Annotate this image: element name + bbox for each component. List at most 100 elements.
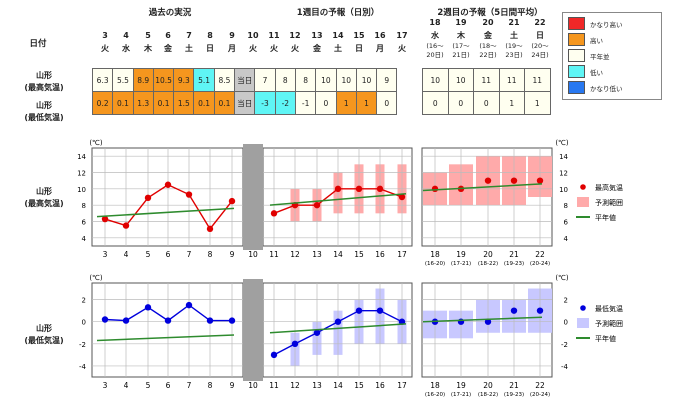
temp-cell: 0 bbox=[447, 91, 474, 115]
x-tick-label: 6 bbox=[166, 250, 171, 259]
legend-item: 高い bbox=[568, 33, 603, 46]
temp-cell: 5.5 bbox=[112, 68, 134, 92]
temp-point bbox=[185, 191, 193, 198]
temp-cell: -2 bbox=[274, 91, 296, 115]
day-weekday: 日 bbox=[206, 44, 214, 53]
temp-cell: 1.5 bbox=[173, 91, 195, 115]
x-tick-label: 20 bbox=[483, 250, 493, 259]
y-tick-label-left: 2 bbox=[82, 297, 86, 305]
x-tick-label: 20 bbox=[483, 381, 493, 390]
x-tick-sublabel: (17-21) bbox=[451, 392, 471, 398]
day-number: 11 bbox=[268, 31, 280, 40]
min-row-label: 山形 (最低気温) bbox=[24, 101, 64, 122]
chart-legend-label: 最高気温 bbox=[595, 183, 623, 192]
chart-legend-label: 最低気温 bbox=[595, 304, 623, 313]
temp-cell: 11 bbox=[473, 68, 500, 92]
x-tick-label: 4 bbox=[124, 381, 129, 390]
day-header: 14 土 bbox=[328, 29, 348, 55]
x-tick-label: 18 bbox=[430, 250, 440, 259]
day-weekday: 火 bbox=[291, 44, 299, 53]
temp-cell: 10 bbox=[335, 68, 357, 92]
x-tick-label: 13 bbox=[312, 381, 322, 390]
day-number: 5 bbox=[145, 31, 151, 40]
x-tick-label: 19 bbox=[456, 381, 466, 390]
x-tick-label: 11 bbox=[269, 250, 279, 259]
day-number: 7 bbox=[186, 31, 192, 40]
temp-point bbox=[484, 177, 492, 184]
temp-point bbox=[291, 340, 299, 348]
temp-point bbox=[122, 317, 130, 324]
x-tick-label: 6 bbox=[166, 381, 171, 390]
max-row-label: 山形 (最高気温) bbox=[24, 71, 64, 92]
day-weekday: 火 bbox=[398, 44, 406, 53]
temp-point bbox=[101, 316, 109, 323]
legend-swatch bbox=[568, 49, 585, 62]
day-number: 17 bbox=[396, 31, 408, 40]
temp-point bbox=[313, 329, 321, 336]
temp-cell: 0.2 bbox=[91, 91, 114, 115]
day-number: 15 bbox=[353, 31, 365, 40]
temp-point bbox=[270, 351, 278, 359]
day-header: 13 金 bbox=[307, 29, 327, 55]
x-tick-label: 12 bbox=[290, 250, 300, 259]
day-header: 12 火 bbox=[285, 29, 305, 55]
day-number: 8 bbox=[207, 31, 213, 40]
y-tick-label-left: 10 bbox=[77, 186, 86, 194]
x-tick-label: 3 bbox=[103, 250, 108, 259]
x-tick-sublabel: (16-20) bbox=[425, 261, 445, 267]
day-weekday: 日 bbox=[355, 44, 363, 53]
x-tick-sublabel: (16-20) bbox=[425, 392, 445, 398]
normal-line bbox=[96, 334, 235, 342]
temp-cell: -1 bbox=[294, 91, 317, 115]
x-tick-label: 14 bbox=[333, 381, 343, 390]
legend-dot bbox=[580, 184, 586, 190]
x-tick-sublabel: (18-22) bbox=[478, 392, 498, 398]
y-tick-label-right: 8 bbox=[564, 202, 568, 210]
chart-panel bbox=[91, 147, 244, 247]
temp-cell: 10 bbox=[422, 68, 449, 92]
day-weekday: 土 bbox=[334, 44, 342, 53]
day-number: 12 bbox=[289, 31, 301, 40]
temp-point bbox=[376, 185, 384, 193]
x-tick-label: 5 bbox=[146, 250, 151, 259]
y-tick-label-left: 0 bbox=[82, 319, 86, 327]
y-tick-label-left: 12 bbox=[77, 170, 86, 178]
temp-point bbox=[185, 301, 193, 309]
unit-label-left: (℃) bbox=[89, 139, 103, 147]
unit-label-left: (℃) bbox=[89, 274, 103, 282]
temp-point bbox=[270, 210, 278, 217]
day-number: 9 bbox=[229, 31, 235, 40]
x-tick-label: 11 bbox=[269, 381, 279, 390]
day-header: 10 火 bbox=[243, 29, 263, 55]
legend-swatch bbox=[568, 17, 585, 30]
x-tick-label: 10 bbox=[248, 381, 258, 390]
x-tick-label: 9 bbox=[230, 381, 235, 390]
today-bar bbox=[243, 279, 263, 381]
chart-legend-label: 平年値 bbox=[595, 334, 616, 343]
temp-point bbox=[484, 318, 492, 325]
x-tick-label: 21 bbox=[509, 250, 519, 259]
day-weekday: 木 bbox=[144, 44, 152, 53]
temp-point bbox=[206, 225, 214, 233]
temp-point bbox=[510, 307, 518, 314]
y-tick-label-right: 6 bbox=[564, 219, 569, 227]
day-weekday: 月 bbox=[376, 44, 384, 53]
temp-point bbox=[536, 177, 544, 184]
x-tick-label: 13 bbox=[312, 250, 322, 259]
temp-cell: 0 bbox=[473, 91, 500, 115]
x-tick-label: 22 bbox=[535, 381, 545, 390]
day-number: 13 bbox=[311, 31, 323, 40]
x-tick-label: 8 bbox=[208, 250, 213, 259]
temp-cell: 1 bbox=[498, 91, 525, 115]
week2-day-header: 22 日 (20〜 24日) bbox=[531, 18, 549, 59]
x-tick-label: 16 bbox=[375, 250, 385, 259]
temp-point bbox=[334, 318, 342, 325]
week2-day-header: 19 木 (17〜 21日) bbox=[452, 18, 470, 59]
chart-panel bbox=[91, 282, 244, 378]
temp-cell: 11 bbox=[524, 68, 551, 92]
day-weekday: 水 bbox=[122, 44, 130, 53]
y-tick-label-right: 12 bbox=[559, 170, 568, 178]
day-weekday: 土 bbox=[185, 44, 193, 53]
